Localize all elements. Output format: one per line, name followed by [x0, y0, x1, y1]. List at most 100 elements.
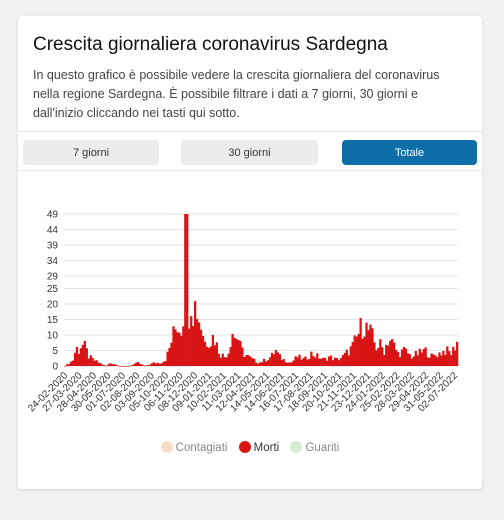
bar	[156, 362, 159, 366]
bar	[87, 358, 90, 366]
bar	[97, 362, 100, 366]
bar	[420, 352, 423, 366]
bar	[318, 358, 321, 366]
bar	[398, 357, 402, 366]
bar	[166, 351, 169, 366]
bar	[73, 352, 77, 366]
bar	[326, 360, 329, 366]
bar	[199, 329, 203, 366]
bar	[182, 326, 185, 366]
bar	[85, 348, 88, 366]
bar	[280, 359, 283, 366]
bar	[134, 362, 138, 366]
bar	[436, 357, 439, 366]
bar	[296, 357, 299, 366]
bar	[347, 355, 350, 366]
bar	[337, 360, 341, 366]
bar	[176, 332, 179, 366]
bar	[259, 362, 262, 366]
bar	[192, 325, 195, 366]
bar	[424, 347, 427, 366]
bar	[355, 336, 358, 366]
bar	[168, 347, 171, 366]
bar	[410, 358, 413, 366]
bar	[132, 364, 136, 366]
bar	[351, 341, 354, 366]
bar	[162, 361, 165, 366]
bar	[158, 363, 161, 366]
bar	[81, 344, 84, 366]
bar	[446, 346, 449, 366]
bar	[302, 358, 305, 366]
legend-item-morti[interactable]: Morti	[238, 441, 279, 454]
bar	[426, 357, 429, 366]
bar	[375, 350, 378, 366]
bar	[456, 341, 459, 366]
bar	[357, 333, 360, 366]
tab-7-giorni[interactable]: 7 giorni	[23, 140, 159, 165]
bar	[440, 355, 443, 366]
y-tick-label: 29	[47, 272, 59, 283]
bar	[71, 360, 75, 366]
bar	[77, 353, 81, 366]
bar	[217, 353, 220, 366]
tab-30-giorni[interactable]: 30 giorni	[181, 140, 318, 165]
bar	[349, 346, 352, 366]
bar	[408, 354, 412, 366]
bar	[438, 352, 441, 366]
bar	[316, 353, 319, 366]
bar	[335, 358, 339, 366]
bar	[450, 355, 453, 366]
bar	[221, 353, 224, 366]
bar	[339, 358, 343, 366]
bar	[406, 353, 410, 366]
bar	[300, 359, 303, 366]
bar	[282, 359, 285, 366]
bar	[379, 339, 382, 366]
bar	[75, 346, 79, 366]
bar	[144, 365, 148, 367]
bar	[286, 362, 289, 366]
tab-totale[interactable]: Totale	[342, 140, 477, 165]
bar	[414, 351, 417, 366]
bar	[367, 330, 370, 366]
bar	[123, 366, 126, 367]
bar	[324, 357, 327, 366]
bar	[343, 352, 347, 366]
bar	[329, 355, 333, 366]
bar	[130, 365, 134, 366]
bar	[310, 351, 313, 366]
legend-label: Contagiati	[175, 442, 228, 454]
bar	[219, 357, 222, 366]
bar	[371, 328, 374, 366]
bar	[418, 348, 421, 366]
bar	[150, 363, 153, 366]
bar	[99, 363, 102, 366]
legend-item-contagiati[interactable]: Contagiati	[160, 441, 228, 454]
bar	[184, 214, 187, 366]
bar	[404, 348, 408, 366]
bar	[387, 345, 390, 366]
bar	[249, 356, 252, 366]
bar	[270, 352, 274, 366]
bar	[255, 362, 258, 366]
bar	[394, 349, 398, 366]
bar	[245, 355, 248, 366]
bar	[322, 357, 325, 366]
bar	[314, 357, 317, 366]
bar	[320, 358, 323, 366]
bar	[416, 355, 419, 366]
y-tick-label: 44	[47, 225, 59, 236]
legend-item-guariti[interactable]: Guariti	[290, 441, 339, 454]
bar	[178, 332, 181, 366]
bar	[241, 347, 244, 366]
bar	[195, 319, 199, 366]
bar	[373, 342, 376, 366]
bar	[109, 363, 112, 366]
bar	[274, 350, 278, 366]
bar	[239, 340, 242, 366]
bar	[79, 348, 83, 366]
bar	[294, 356, 297, 366]
bar	[402, 346, 406, 366]
bar	[298, 354, 301, 366]
